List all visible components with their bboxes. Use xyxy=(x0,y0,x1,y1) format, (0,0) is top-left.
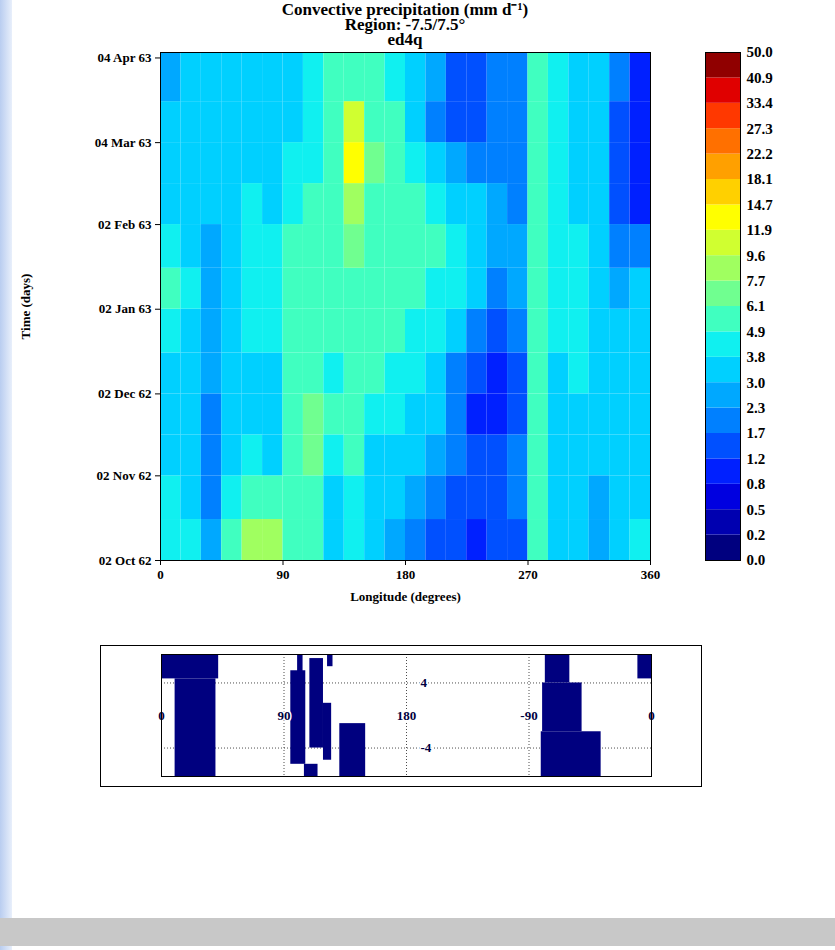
svg-text:4.9: 4.9 xyxy=(747,324,766,340)
html-text:ed4q: ed4q xyxy=(387,30,423,49)
svg-text:6.1: 6.1 xyxy=(747,298,766,314)
svg-text:2.3: 2.3 xyxy=(747,400,766,416)
svg-text:Longitude (degrees): Longitude (degrees) xyxy=(350,589,461,604)
svg-text:180: 180 xyxy=(396,567,416,582)
svg-text:270: 270 xyxy=(518,567,538,582)
svg-text:04 Mar 63: 04 Mar 63 xyxy=(95,135,152,150)
svg-text:0.2: 0.2 xyxy=(747,527,766,543)
svg-text:90: 90 xyxy=(278,708,291,723)
svg-text:1.7: 1.7 xyxy=(747,425,766,441)
svg-text:360: 360 xyxy=(641,567,661,582)
svg-text:0.5: 0.5 xyxy=(747,502,766,518)
svg-text:40.9: 40.9 xyxy=(747,70,773,86)
svg-text:7.7: 7.7 xyxy=(747,273,766,289)
html-text:Convective precipitation (mm d: Convective precipitation (mm d⁻¹) xyxy=(281,0,529,19)
svg-text:3.8: 3.8 xyxy=(747,349,766,365)
svg-text:02 Nov 62: 02 Nov 62 xyxy=(97,468,152,483)
html-text:Region: -7.5/7.5°: Region: -7.5/7.5° xyxy=(344,15,466,34)
svg-text:14.7: 14.7 xyxy=(747,197,774,213)
svg-text:0: 0 xyxy=(158,707,165,723)
svg-text:-90: -90 xyxy=(520,708,537,723)
svg-text:0.8: 0.8 xyxy=(747,476,766,492)
svg-text:02 Dec 62: 02 Dec 62 xyxy=(98,386,151,401)
svg-text:02 Feb 63: 02 Feb 63 xyxy=(98,217,152,232)
svg-text:50.0: 50.0 xyxy=(747,44,773,60)
svg-text:33.4: 33.4 xyxy=(747,95,774,111)
svg-text:11.9: 11.9 xyxy=(747,222,772,238)
svg-text:0.0: 0.0 xyxy=(747,552,766,568)
svg-text:1.2: 1.2 xyxy=(747,451,766,467)
svg-text:180: 180 xyxy=(397,708,417,723)
svg-text:Time (days): Time (days) xyxy=(18,274,33,340)
svg-text:04 Apr 63: 04 Apr 63 xyxy=(98,50,152,65)
svg-text:27.3: 27.3 xyxy=(747,121,773,137)
svg-text:3.0: 3.0 xyxy=(747,375,766,391)
svg-text:0: 0 xyxy=(648,707,655,723)
svg-text:22.2: 22.2 xyxy=(747,146,773,162)
svg-text:02 Jan 63: 02 Jan 63 xyxy=(99,301,152,316)
svg-text:0: 0 xyxy=(157,567,164,582)
svg-text:90: 90 xyxy=(277,567,290,582)
svg-text:9.6: 9.6 xyxy=(747,248,766,264)
svg-text:4: 4 xyxy=(421,675,428,690)
svg-text:-4: -4 xyxy=(421,740,432,755)
svg-text:18.1: 18.1 xyxy=(747,171,773,187)
svg-text:02 Oct 62: 02 Oct 62 xyxy=(99,553,152,568)
